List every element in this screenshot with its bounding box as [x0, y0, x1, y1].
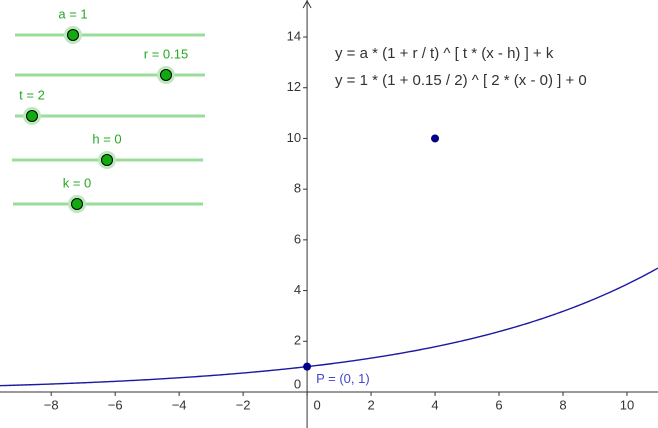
slider-label: t = 2	[19, 87, 45, 102]
x-tick-label: 0	[313, 397, 320, 412]
slider-label: r = 0.15	[144, 46, 188, 61]
slider-knob[interactable]	[101, 154, 113, 166]
x-tick-label: 6	[495, 397, 502, 412]
point-label: P = (0, 1)	[316, 371, 370, 386]
function-curve	[0, 267, 658, 387]
y-tick-label: 2	[294, 333, 301, 348]
y-tick-label: 10	[287, 130, 301, 145]
x-tick-label: 8	[559, 397, 566, 412]
x-tick-label: −2	[236, 397, 251, 412]
y-tick-label: 4	[294, 282, 301, 297]
slider-knob[interactable]	[67, 29, 79, 41]
slider-knob[interactable]	[160, 69, 172, 81]
y-tick-label: 0	[294, 376, 301, 391]
x-tick-label: −8	[44, 397, 59, 412]
x-tick-label: −6	[108, 397, 123, 412]
x-tick-label: 4	[431, 397, 438, 412]
point[interactable]	[303, 362, 312, 371]
slider-label: h = 0	[92, 131, 121, 146]
x-tick-label: 10	[620, 397, 634, 412]
equation: y = 1 * (1 + 0.15 / 2) ^ [ 2 * (x - 0) ]…	[335, 72, 587, 89]
slider-knob[interactable]	[71, 198, 83, 210]
y-axis-arrow	[302, 0, 312, 9]
y-tick-label: 8	[294, 181, 301, 196]
y-tick-label: 14	[287, 28, 301, 43]
x-tick-label: 2	[367, 397, 374, 412]
y-tick-label: 12	[287, 79, 301, 94]
slider-knob[interactable]	[26, 110, 38, 122]
point[interactable]	[431, 134, 440, 143]
slider-label: k = 0	[63, 175, 92, 190]
x-tick-label: −4	[172, 397, 187, 412]
y-tick-label: 6	[294, 231, 301, 246]
equation: y = a * (1 + r / t) ^ [ t * (x - h) ] + …	[335, 45, 554, 62]
slider-label: a = 1	[58, 6, 87, 21]
